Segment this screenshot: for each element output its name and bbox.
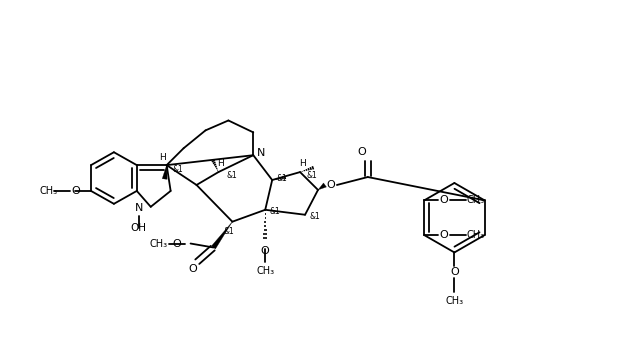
Polygon shape (318, 183, 326, 190)
Text: &1: &1 (172, 164, 183, 174)
Polygon shape (162, 165, 167, 179)
Text: N: N (135, 203, 143, 213)
Text: H: H (298, 159, 305, 168)
Text: O: O (261, 246, 270, 257)
Text: O: O (188, 264, 197, 274)
Text: CH₃: CH₃ (256, 266, 274, 276)
Text: CH₃: CH₃ (467, 195, 485, 205)
Text: CH₃: CH₃ (467, 230, 485, 240)
Text: CH₃: CH₃ (39, 186, 57, 196)
Text: O: O (172, 238, 181, 249)
Text: H: H (159, 153, 166, 162)
Polygon shape (211, 222, 232, 249)
Text: O: O (440, 195, 448, 205)
Text: &1: &1 (310, 212, 321, 221)
Text: O: O (440, 230, 448, 240)
Text: &1: &1 (307, 171, 318, 180)
Text: &1: &1 (277, 174, 288, 183)
Text: N: N (257, 148, 265, 158)
Text: CH₃: CH₃ (150, 238, 168, 249)
Text: O: O (72, 186, 81, 196)
Text: &1: &1 (223, 227, 234, 236)
Text: O: O (450, 267, 458, 277)
Text: O: O (326, 180, 335, 190)
Text: H: H (217, 159, 224, 168)
Text: &1: &1 (227, 171, 237, 180)
Text: CH₃: CH₃ (445, 296, 464, 306)
Text: &1: &1 (270, 207, 281, 216)
Text: OH: OH (131, 223, 147, 233)
Text: O: O (358, 147, 366, 157)
